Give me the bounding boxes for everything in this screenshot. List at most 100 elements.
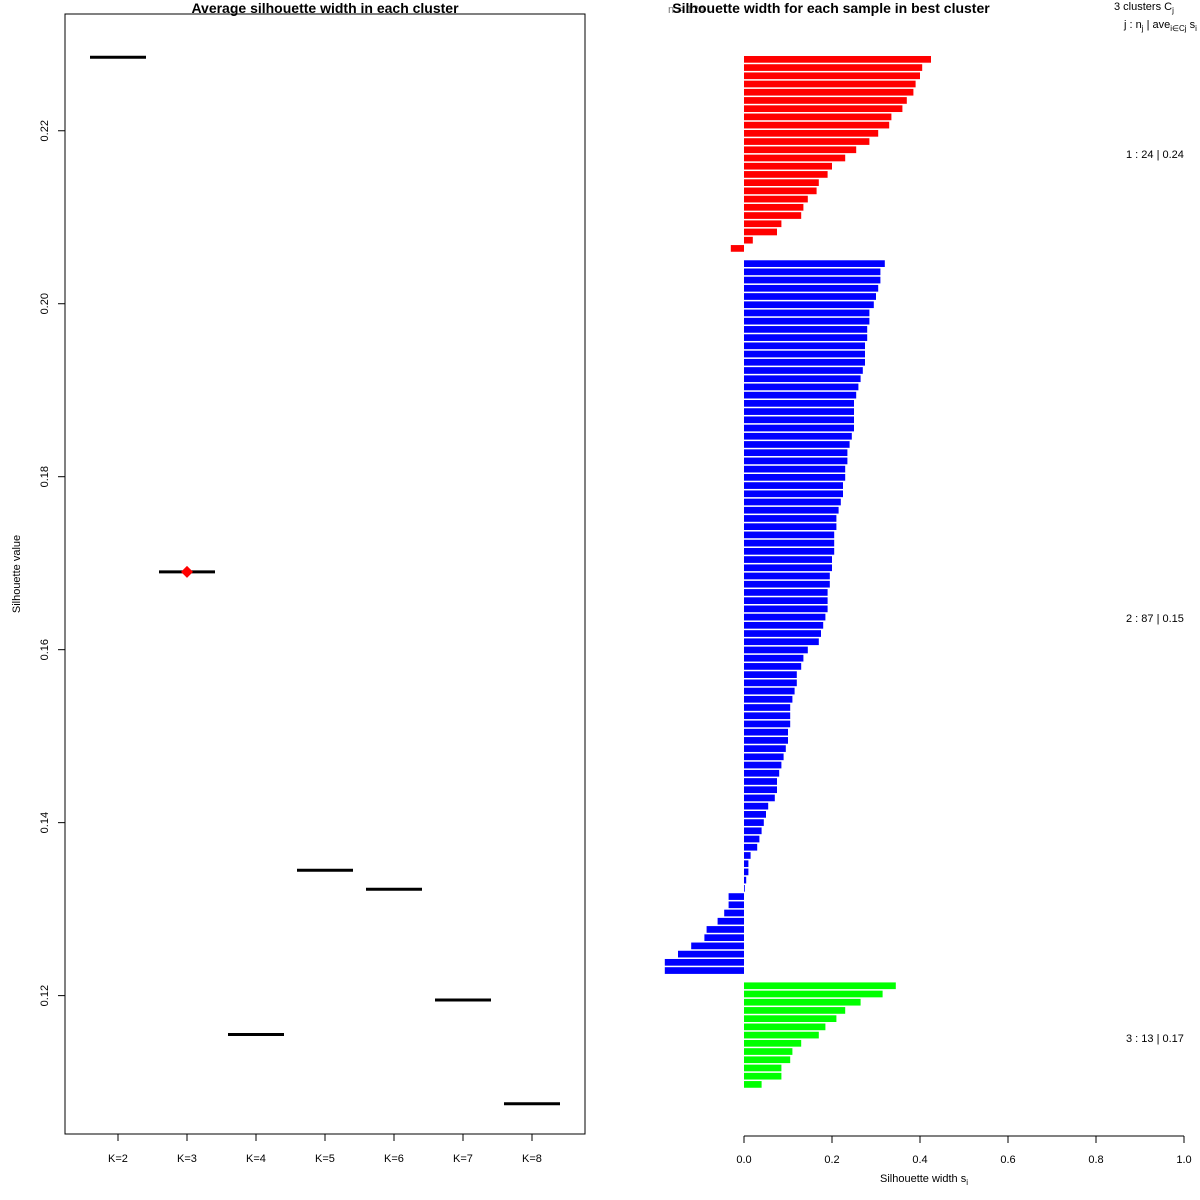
silhouette-bar-cluster-2 xyxy=(744,367,863,374)
silhouette-bar-cluster-1 xyxy=(744,105,903,113)
silhouette-bar-cluster-2 xyxy=(744,301,874,309)
silhouette-bar-cluster-2 xyxy=(744,317,870,325)
silhouette-bar-cluster-2 xyxy=(744,630,821,637)
right-x-tick-label: 0.8 xyxy=(1088,1154,1103,1166)
silhouette-bar-cluster-1 xyxy=(744,129,879,137)
silhouette-bar-cluster-2 xyxy=(664,958,744,966)
silhouette-bar-cluster-1 xyxy=(744,80,916,88)
silhouette-bar-cluster-2 xyxy=(744,687,795,695)
silhouette-bar-cluster-2 xyxy=(744,605,828,613)
silhouette-bar-cluster-3 xyxy=(744,1072,782,1080)
best-k-marker xyxy=(181,565,193,578)
silhouette-bar-cluster-2 xyxy=(744,572,830,580)
silhouette-bar-cluster-2 xyxy=(744,539,835,547)
silhouette-bar-cluster-2 xyxy=(691,942,744,950)
y-tick-label: 0.12 xyxy=(39,985,51,1006)
silhouette-bar-cluster-2 xyxy=(744,860,749,868)
silhouette-bar-cluster-2 xyxy=(744,786,777,794)
silhouette-bar-cluster-2 xyxy=(744,646,808,654)
x-tick-label: K=6 xyxy=(384,1153,404,1165)
right-x-tick-label: 1.0 xyxy=(1176,1154,1191,1166)
silhouette-bar-cluster-2 xyxy=(744,589,828,596)
x-tick-label: K=7 xyxy=(453,1153,473,1165)
silhouette-bar-cluster-2 xyxy=(744,753,784,761)
silhouette-bar-cluster-1 xyxy=(744,220,782,228)
silhouette-bar-cluster-1 xyxy=(744,138,870,145)
y-tick-label: 0.14 xyxy=(39,812,51,833)
right-panel: Silhouette width for each sample in best… xyxy=(664,0,1197,1187)
silhouette-bar-cluster-2 xyxy=(744,852,751,859)
silhouette-bar-cluster-2 xyxy=(744,482,843,489)
silhouette-bar-cluster-1 xyxy=(744,195,808,203)
cluster-1-summary: 1 : 24 | 0.24 xyxy=(1126,149,1184,161)
silhouette-bar-cluster-2 xyxy=(744,284,879,292)
silhouette-bar-cluster-2 xyxy=(744,695,793,703)
silhouette-bar-cluster-2 xyxy=(704,934,744,942)
x-tick-label: K=3 xyxy=(177,1153,197,1165)
left-y-axis-label: Silhouette value xyxy=(11,535,23,613)
silhouette-bar-cluster-2 xyxy=(744,827,762,835)
silhouette-bar-cluster-2 xyxy=(744,564,832,572)
x-tick-label: K=5 xyxy=(315,1153,335,1165)
right-x-tick-label: 0.4 xyxy=(912,1154,927,1166)
x-tick-label: K=8 xyxy=(522,1153,542,1165)
silhouette-bar-cluster-2 xyxy=(744,441,850,448)
silhouette-bar-cluster-2 xyxy=(744,811,766,818)
silhouette-bar-cluster-2 xyxy=(744,498,841,506)
silhouette-bar-cluster-2 xyxy=(744,556,832,563)
silhouette-bar-cluster-1 xyxy=(744,88,914,96)
silhouette-bar-cluster-1 xyxy=(744,154,846,162)
silhouette-bar-cluster-2 xyxy=(744,654,804,662)
left-marks xyxy=(90,55,560,1106)
silhouette-bar-cluster-2 xyxy=(744,728,788,736)
silhouette-bar-cluster-2 xyxy=(744,432,852,440)
silhouette-bar-cluster-2 xyxy=(744,621,824,629)
silhouette-bar-cluster-2 xyxy=(744,876,747,884)
silhouette-bar-cluster-2 xyxy=(744,761,782,769)
silhouette-bar-cluster-1 xyxy=(744,179,819,186)
silhouette-bar-cluster-3 xyxy=(744,1015,837,1022)
left-chart-title: Average silhouette width in each cluster xyxy=(191,0,459,16)
silhouette-bar-cluster-2 xyxy=(744,638,819,646)
silhouette-bar-cluster-2 xyxy=(744,326,868,333)
silhouette-bar-cluster-2 xyxy=(744,679,797,687)
silhouette-bar-cluster-2 xyxy=(744,400,854,407)
silhouette-bar-cluster-2 xyxy=(744,868,749,876)
silhouette-bar-cluster-3 xyxy=(744,990,883,998)
silhouette-bar-cluster-3 xyxy=(744,982,896,990)
y-tick-label: 0.22 xyxy=(39,120,51,141)
silhouette-bar-cluster-1 xyxy=(744,171,828,178)
silhouette-bar-cluster-2 xyxy=(744,424,854,432)
silhouette-bar-cluster-3 xyxy=(744,1023,826,1031)
silhouette-bar-cluster-2 xyxy=(744,794,775,802)
silhouette-bar-cluster-2 xyxy=(744,547,835,555)
silhouette-bar-cluster-2 xyxy=(744,449,848,457)
silhouette-bar-cluster-2 xyxy=(744,720,791,728)
x-tick-label: K=4 xyxy=(246,1153,266,1165)
silhouette-bar-cluster-1 xyxy=(744,203,804,211)
right-chart-title: Silhouette width for each sample in best… xyxy=(672,0,990,16)
silhouette-bar-cluster-2 xyxy=(744,260,885,267)
silhouette-bar-cluster-2 xyxy=(744,778,777,785)
silhouette-bar-cluster-2 xyxy=(724,909,744,917)
silhouette-bar-cluster-2 xyxy=(744,580,830,588)
silhouette-bar-cluster-2 xyxy=(744,490,843,498)
y-tick-label: 0.16 xyxy=(39,639,51,660)
right-x-tick-label: 0.6 xyxy=(1000,1154,1015,1166)
silhouette-bar-cluster-1 xyxy=(744,72,920,80)
sample-count-overlay: n = 124 xyxy=(668,4,705,16)
legend-header-line-1: 3 clusters Cj xyxy=(1114,1,1174,15)
cluster-legend-header: 3 clusters Cj j : nj | avei∈Cj si xyxy=(1114,1,1197,33)
x-tick-label: K=2 xyxy=(108,1153,128,1165)
silhouette-bar-cluster-2 xyxy=(744,819,764,826)
silhouette-bar-cluster-2 xyxy=(744,391,857,399)
silhouette-bar-cluster-2 xyxy=(744,358,865,366)
silhouette-bar-cluster-1 xyxy=(744,113,892,121)
silhouette-bar-cluster-2 xyxy=(744,309,870,317)
silhouette-bar-cluster-2 xyxy=(744,350,865,358)
silhouette-bar-cluster-2 xyxy=(744,531,835,539)
silhouette-bar-cluster-2 xyxy=(744,663,802,670)
y-tick-label: 0.20 xyxy=(39,293,51,314)
left-x-axis: K=2 K=3 K=4 K=5 K=6 K=7 K=8 xyxy=(108,1134,542,1165)
